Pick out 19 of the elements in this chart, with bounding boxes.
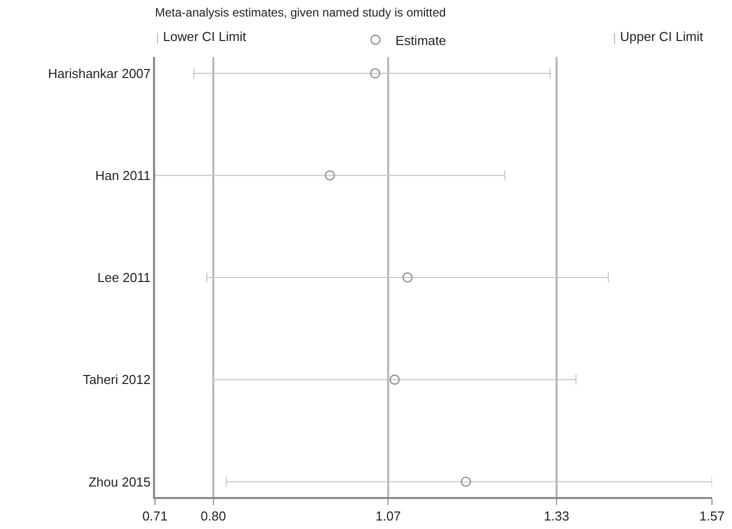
y-tick-label: Taheri 2012	[82, 372, 151, 388]
point	[460, 476, 471, 487]
point	[370, 68, 380, 78]
chart-title: Meta-analysis estimates, given named study is omitted	[155, 5, 446, 20]
y-tick-label: Zhou 2015	[88, 474, 151, 490]
text: Upper CI Limit	[620, 29, 704, 44]
text: Lower CI Limit	[163, 29, 246, 44]
x-tick-label: 0.71	[142, 508, 168, 524]
y-tick-label: Han 2011	[95, 168, 151, 183]
x-tick-label: 1.33	[544, 508, 570, 524]
y-tick-label: Lee 2011	[97, 270, 151, 286]
x-tick-label: 1.57	[699, 508, 725, 524]
point	[390, 374, 400, 385]
point	[324, 170, 335, 181]
y-tick-label: Harishankar 2007	[48, 66, 151, 81]
x-tick-label: 1.07	[376, 508, 401, 524]
x-tick-label: 0.80	[200, 508, 226, 524]
legend-label: Estimate	[396, 32, 446, 48]
point	[402, 272, 413, 283]
